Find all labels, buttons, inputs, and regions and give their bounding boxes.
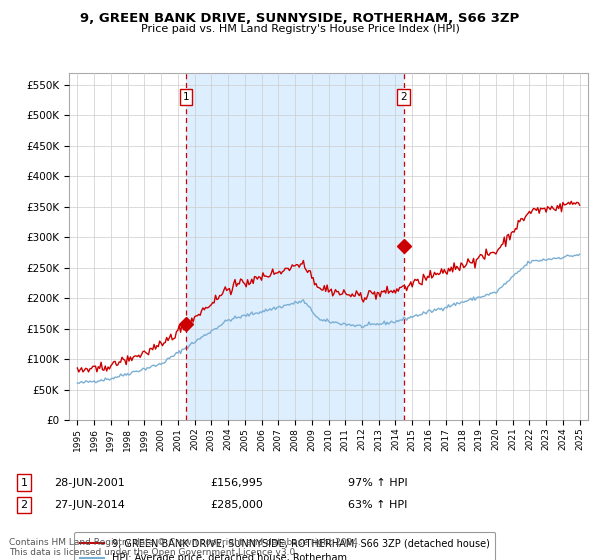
Text: 1: 1 [20, 478, 28, 488]
Legend: 9, GREEN BANK DRIVE, SUNNYSIDE, ROTHERHAM, S66 3ZP (detached house), HPI: Averag: 9, GREEN BANK DRIVE, SUNNYSIDE, ROTHERHA… [74, 533, 496, 560]
Text: 1: 1 [183, 92, 190, 102]
Text: 2: 2 [20, 500, 28, 510]
Text: Price paid vs. HM Land Registry's House Price Index (HPI): Price paid vs. HM Land Registry's House … [140, 24, 460, 34]
Bar [186, 73, 404, 420]
Text: 97% ↑ HPI: 97% ↑ HPI [348, 478, 407, 488]
Text: 28-JUN-2001: 28-JUN-2001 [54, 478, 125, 488]
Text: £156,995: £156,995 [210, 478, 263, 488]
Text: Contains HM Land Registry data © Crown copyright and database right 2024.
This d: Contains HM Land Registry data © Crown c… [9, 538, 361, 557]
Text: 9, GREEN BANK DRIVE, SUNNYSIDE, ROTHERHAM, S66 3ZP: 9, GREEN BANK DRIVE, SUNNYSIDE, ROTHERHA… [80, 12, 520, 25]
Text: 27-JUN-2014: 27-JUN-2014 [54, 500, 125, 510]
Text: £285,000: £285,000 [210, 500, 263, 510]
Text: 63% ↑ HPI: 63% ↑ HPI [348, 500, 407, 510]
Text: 2: 2 [400, 92, 407, 102]
